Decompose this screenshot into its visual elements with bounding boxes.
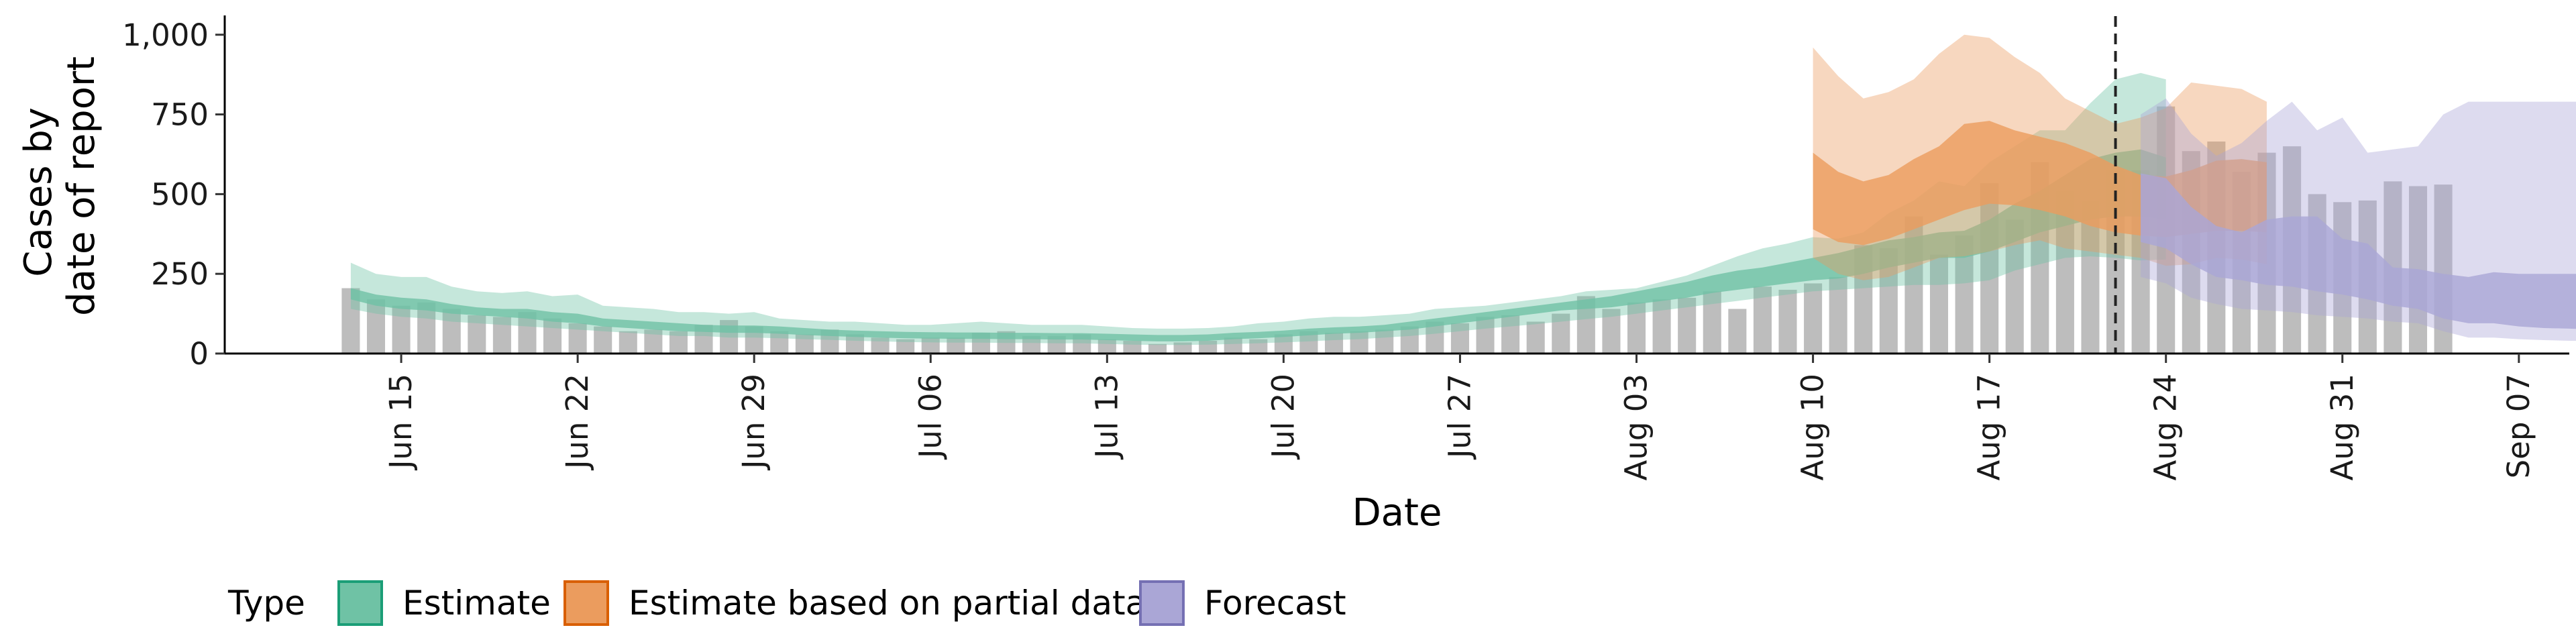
x-ticks: Jun 15 Jun 22 Jun 29 Jul 06 Jul 13 Jul 20 Jul … (383, 354, 2536, 480)
bar (669, 331, 688, 354)
x-tick-label: Aug 10 (1795, 374, 1831, 480)
x-tick-label: Aug 24 (2148, 374, 2184, 480)
bar (1501, 315, 1520, 354)
bar (1450, 323, 1469, 354)
bar (1980, 182, 1999, 354)
bar (1476, 317, 1495, 354)
bar (1627, 302, 1646, 354)
bar (468, 315, 486, 354)
bar (1375, 329, 1394, 354)
ribbons-layer (350, 34, 2576, 345)
bar (2434, 184, 2453, 354)
y-axis-title: Cases by date of report (17, 56, 103, 316)
bar (619, 331, 637, 354)
legend-label-estimate-based-on-partial-data: Estimate based on partial data (629, 584, 1146, 623)
bar (1148, 343, 1167, 354)
bar (947, 337, 965, 354)
bar (1804, 283, 1823, 354)
bar (1350, 331, 1368, 354)
bar (1274, 334, 1293, 354)
bar (1249, 339, 1268, 354)
bar (492, 317, 511, 354)
bar (1325, 333, 1344, 354)
x-tick-label: Jul 06 (912, 374, 948, 460)
bar (366, 299, 386, 354)
legend-label-forecast: Forecast (1204, 584, 1346, 623)
legend: Type Estimate Estimate based on partial d… (227, 580, 1346, 626)
bar (1652, 299, 1671, 354)
y-ticks: 0 250 500 750 1,000 (122, 17, 225, 372)
bar (392, 305, 411, 354)
bar (1703, 291, 1721, 354)
y-tick-label: 0 (189, 336, 209, 372)
x-tick-label: Jun 15 (383, 374, 419, 471)
y-tick-label: 750 (151, 97, 209, 133)
x-tick-label: Aug 17 (1972, 374, 2007, 480)
ribbon-inner-forecast (2141, 173, 2576, 329)
bar (543, 318, 562, 354)
bar (1929, 254, 1949, 354)
bar (1526, 321, 1545, 354)
bar (795, 334, 814, 354)
bar (1097, 339, 1116, 354)
bar (1173, 342, 1192, 354)
x-tick-label: Jul 13 (1089, 374, 1124, 460)
bar (1778, 289, 1797, 354)
legend-key-estimate-based-on-partial-data (564, 580, 609, 626)
y-tick-label: 1,000 (122, 17, 209, 53)
bar (1552, 313, 1570, 354)
x-tick-label: Jul 20 (1265, 374, 1301, 460)
y-tick-label: 500 (151, 176, 209, 212)
bar (871, 337, 890, 354)
x-tick-label: Aug 03 (1619, 374, 1654, 480)
y-tick-label: 250 (151, 256, 209, 292)
x-tick-label: Aug 31 (2324, 374, 2360, 480)
bar (1199, 340, 1218, 354)
bar (1224, 337, 1242, 354)
bar (594, 326, 612, 354)
legend-label-estimate: Estimate (402, 584, 551, 623)
y-axis-title-line-1: Cases by (17, 107, 60, 277)
bar (896, 339, 915, 354)
bar (1728, 309, 1747, 354)
x-axis-title: Date (1352, 491, 1442, 535)
bar (1678, 297, 1697, 354)
bar (1753, 286, 1772, 354)
x-tick-label: Jul 27 (1442, 374, 1477, 460)
x-tick-label: Jun 22 (559, 374, 595, 471)
x-tick-label: Jun 29 (736, 374, 771, 471)
bar (442, 309, 461, 354)
legend-key-estimate (337, 580, 383, 626)
bar (1602, 309, 1621, 354)
bar (1400, 326, 1419, 354)
bar (1829, 276, 1847, 354)
axes: 0 250 500 750 1,000 Jun 15 Jun 22 Jun 29 Jul 06… (122, 15, 2569, 480)
x-tick-label: Sep 07 (2501, 374, 2536, 478)
legend-key-forecast (1139, 580, 1185, 626)
legend-title: Type (227, 584, 305, 623)
bar (770, 331, 789, 354)
y-axis-title-line-2: date of report (60, 56, 103, 316)
bar (845, 334, 865, 354)
legend-entries: Estimate Estimate based on partial data Fo… (337, 580, 1346, 626)
bar (644, 329, 663, 354)
bar (568, 323, 587, 354)
bar (921, 337, 940, 354)
bar (1123, 340, 1142, 354)
